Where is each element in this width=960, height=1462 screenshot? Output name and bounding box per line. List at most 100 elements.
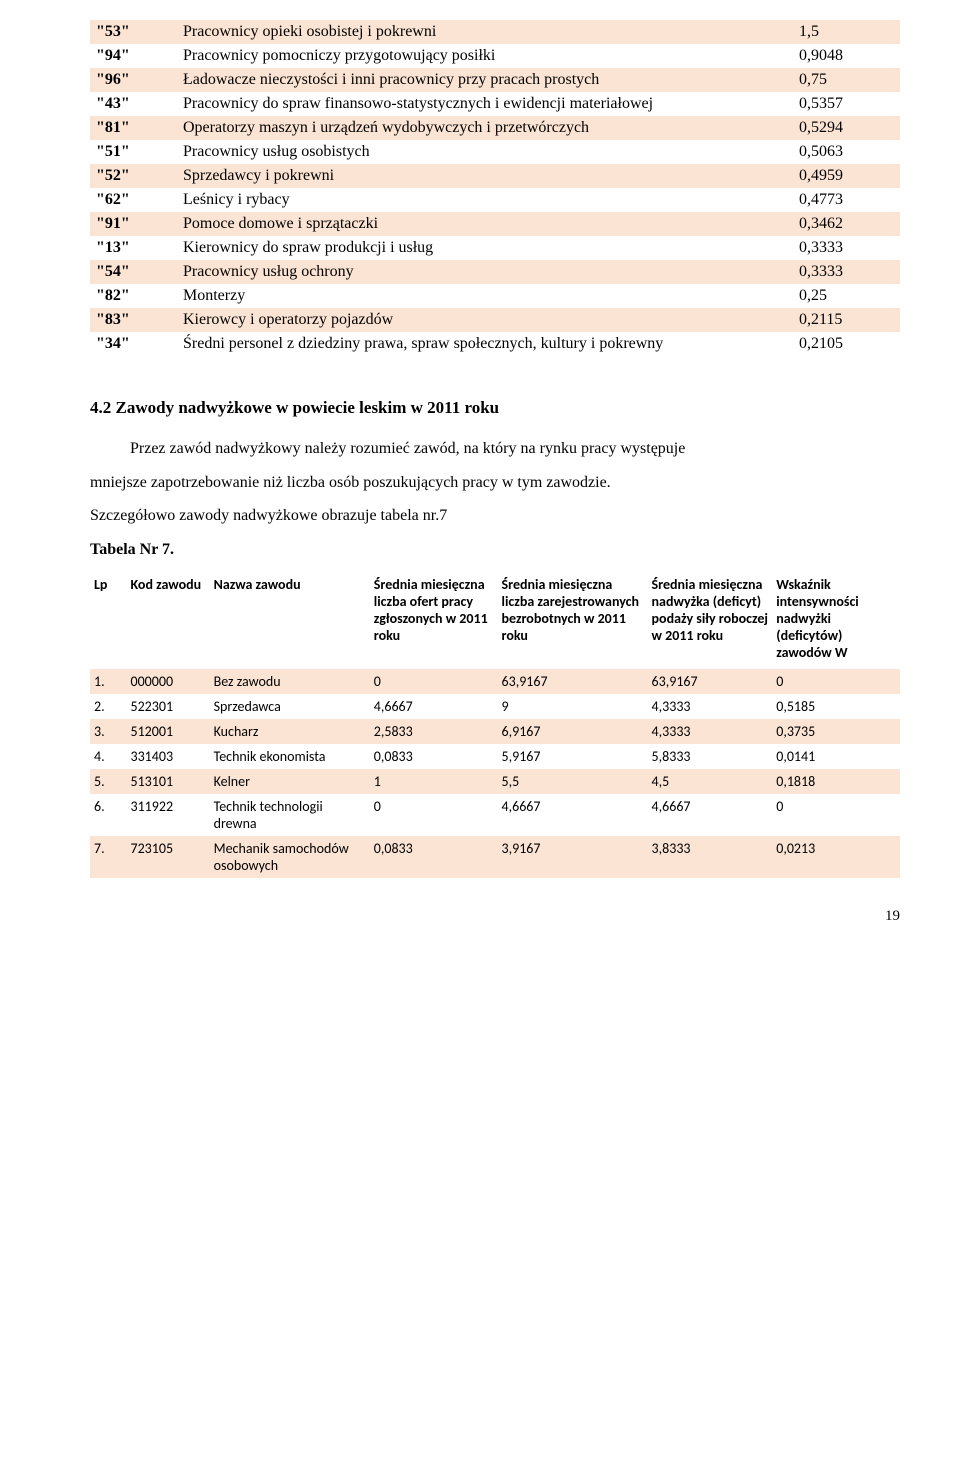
col-srednia-nadwyzka: Średnia miesięczna nadwyżka (deficyt) po… [648,572,773,669]
cell-nazwa: Technik technologii drewna [210,794,370,836]
col-nazwa: Nazwa zawodu [210,572,370,669]
cell-name: Pomoce domowe i sprzątaczki [177,212,793,236]
table-caption: Tabela Nr 7. [90,535,900,565]
cell-indicator: 0,3735 [772,719,900,744]
table-row: 3.512001Kucharz2,58336,91674,33330,3735 [90,719,900,744]
col-lp: Lp [90,572,126,669]
cell-kod: 000000 [126,669,209,694]
cell-indicator: 0 [772,669,900,694]
table-row: "13"Kierownicy do spraw produkcji i usłu… [90,236,900,260]
cell-avg-surplus: 4,3333 [648,719,773,744]
cell-code: "62" [90,188,177,212]
cell-name: Pracownicy usług ochrony [177,260,793,284]
cell-nazwa: Kucharz [210,719,370,744]
cell-nazwa: Bez zawodu [210,669,370,694]
cell-name: Pracownicy usług osobistych [177,140,793,164]
cell-avg-offers: 0,0833 [370,744,498,769]
table-row: 1.000000Bez zawodu063,916763,91670 [90,669,900,694]
cell-value: 0,3333 [793,236,900,260]
cell-value: 0,4959 [793,164,900,188]
cell-indicator: 0 [772,794,900,836]
cell-avg-surplus: 3,8333 [648,836,773,878]
cell-kod: 331403 [126,744,209,769]
cell-avg-offers: 0,0833 [370,836,498,878]
cell-name: Pracownicy pomocniczy przygotowujący pos… [177,44,793,68]
col-kod: Kod zawodu [126,572,209,669]
cell-avg-unemployed: 4,6667 [498,794,648,836]
cell-value: 0,3462 [793,212,900,236]
cell-avg-surplus: 5,8333 [648,744,773,769]
cell-kod: 723105 [126,836,209,878]
table-row: "53"Pracownicy opieki osobistej i pokrew… [90,20,900,44]
page-number: 19 [90,908,900,925]
cell-code: "43" [90,92,177,116]
col-wskaznik: Wskaźnik intensywności nadwyżki (deficyt… [772,572,900,669]
cell-code: "96" [90,68,177,92]
cell-avg-surplus: 4,3333 [648,694,773,719]
table-surplus-occupations: Lp Kod zawodu Nazwa zawodu Średnia miesi… [90,572,900,878]
cell-code: "94" [90,44,177,68]
cell-code: "83" [90,308,177,332]
table-row: 2.522301Sprzedawca4,666794,33330,5185 [90,694,900,719]
cell-nazwa: Mechanik samochodów osobowych [210,836,370,878]
cell-avg-unemployed: 6,9167 [498,719,648,744]
cell-lp: 4. [90,744,126,769]
cell-avg-unemployed: 9 [498,694,648,719]
page-container: "53"Pracownicy opieki osobistej i pokrew… [0,0,960,945]
cell-code: "13" [90,236,177,260]
cell-value: 0,5294 [793,116,900,140]
cell-name: Pracownicy do spraw finansowo-statystycz… [177,92,793,116]
table1-body: "53"Pracownicy opieki osobistej i pokrew… [90,20,900,356]
cell-avg-offers: 4,6667 [370,694,498,719]
cell-lp: 6. [90,794,126,836]
col-srednia-bezrobotni: Średnia miesięczna liczba zarejestrowany… [498,572,648,669]
table-row: "91"Pomoce domowe i sprzątaczki0,3462 [90,212,900,236]
table-row: "54"Pracownicy usług ochrony0,3333 [90,260,900,284]
cell-nazwa: Technik ekonomista [210,744,370,769]
cell-code: "53" [90,20,177,44]
cell-lp: 2. [90,694,126,719]
section-heading: 4.2 Zawody nadwyżkowe w powiecie leskim … [90,398,900,418]
cell-avg-surplus: 63,9167 [648,669,773,694]
cell-indicator: 0,0141 [772,744,900,769]
cell-avg-unemployed: 5,5 [498,769,648,794]
cell-avg-unemployed: 5,9167 [498,744,648,769]
cell-value: 0,4773 [793,188,900,212]
cell-avg-offers: 0 [370,794,498,836]
table-row: "51"Pracownicy usług osobistych0,5063 [90,140,900,164]
table-row: "52"Sprzedawcy i pokrewni0,4959 [90,164,900,188]
cell-value: 0,5063 [793,140,900,164]
cell-code: "34" [90,332,177,356]
cell-value: 0,3333 [793,260,900,284]
table2-head: Lp Kod zawodu Nazwa zawodu Średnia miesi… [90,572,900,669]
cell-name: Kierownicy do spraw produkcji i usług [177,236,793,260]
paragraph-3: Szczegółowo zawody nadwyżkowe obrazuje t… [90,501,900,531]
cell-value: 0,9048 [793,44,900,68]
cell-kod: 513101 [126,769,209,794]
cell-indicator: 0,1818 [772,769,900,794]
table-row: "82"Monterzy0,25 [90,284,900,308]
table-row: "62"Leśnicy i rybacy0,4773 [90,188,900,212]
cell-lp: 3. [90,719,126,744]
table-row: "94"Pracownicy pomocniczy przygotowujący… [90,44,900,68]
cell-avg-surplus: 4,6667 [648,794,773,836]
cell-indicator: 0,5185 [772,694,900,719]
cell-avg-unemployed: 3,9167 [498,836,648,878]
cell-name: Ładowacze nieczystości i inni pracownicy… [177,68,793,92]
paragraph-2: mniejsze zapotrzebowanie niż liczba osób… [90,468,900,498]
cell-value: 1,5 [793,20,900,44]
table-row: "96"Ładowacze nieczystości i inni pracow… [90,68,900,92]
cell-kod: 311922 [126,794,209,836]
paragraph-1: Przez zawód nadwyżkowy należy rozumieć z… [90,434,900,464]
cell-name: Sprzedawcy i pokrewni [177,164,793,188]
table-row: 6.311922Technik technologii drewna04,666… [90,794,900,836]
cell-lp: 1. [90,669,126,694]
cell-avg-offers: 0 [370,669,498,694]
table2-header-row: Lp Kod zawodu Nazwa zawodu Średnia miesi… [90,572,900,669]
cell-name: Operatorzy maszyn i urządzeń wydobywczyc… [177,116,793,140]
cell-name: Średni personel z dziedziny prawa, spraw… [177,332,793,356]
cell-kod: 522301 [126,694,209,719]
table-row: "43"Pracownicy do spraw finansowo-statys… [90,92,900,116]
col-srednia-oferty: Średnia miesięczna liczba ofert pracy zg… [370,572,498,669]
cell-name: Monterzy [177,284,793,308]
